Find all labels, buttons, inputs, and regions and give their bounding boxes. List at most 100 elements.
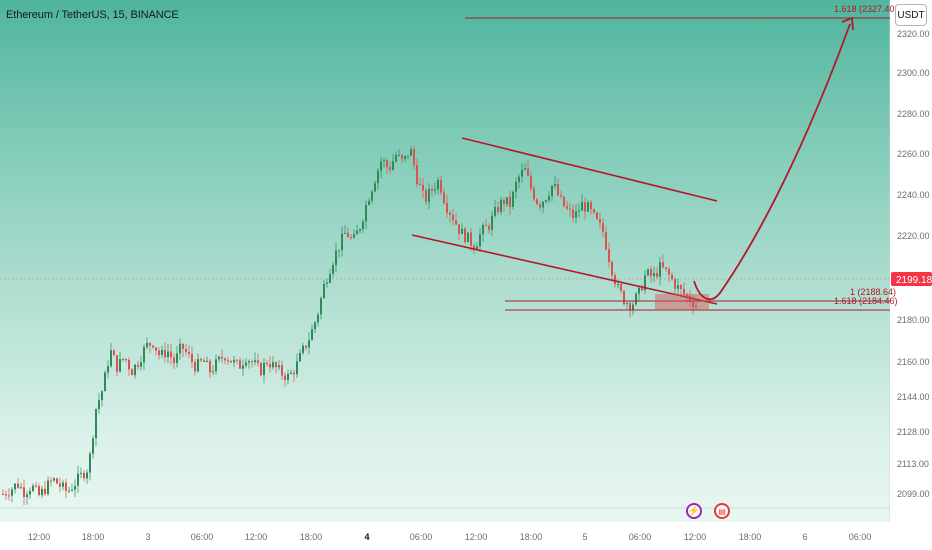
candle-body bbox=[590, 202, 592, 210]
candle-body bbox=[29, 490, 31, 495]
candle-body bbox=[485, 224, 487, 226]
candle-body bbox=[500, 199, 502, 213]
candle-body bbox=[476, 246, 478, 251]
candle-body bbox=[563, 196, 565, 207]
lightning-event-icon[interactable]: ⚡ bbox=[686, 503, 702, 519]
symbol-title[interactable]: Ethereum / TetherUS, 15, BINANCE bbox=[6, 9, 179, 21]
candle-body bbox=[293, 372, 295, 375]
candle-body bbox=[659, 262, 661, 277]
candle-body bbox=[566, 206, 568, 209]
time-axis[interactable]: 12:00 18:00 3 06:00 12:00 18:00 4 06:00 12:00 18:… bbox=[28, 532, 872, 542]
us-flag-event-icon[interactable]: ▤ bbox=[714, 503, 730, 519]
candle-body bbox=[632, 304, 634, 310]
candle-body bbox=[371, 191, 373, 201]
candle-body bbox=[446, 202, 448, 213]
price-tick-label: 2280.00 bbox=[897, 109, 930, 119]
candle-body bbox=[62, 482, 64, 487]
candle-body bbox=[434, 189, 436, 191]
candle-body bbox=[218, 356, 220, 360]
candle-body bbox=[302, 345, 304, 353]
price-tick-label: 2320.00 bbox=[897, 29, 930, 39]
candle-body bbox=[173, 357, 175, 364]
candle-body bbox=[251, 361, 253, 363]
candle-body bbox=[440, 179, 442, 193]
candle-body bbox=[107, 366, 109, 373]
candle-body bbox=[605, 231, 607, 250]
candle-body bbox=[506, 197, 508, 205]
candle-body bbox=[680, 285, 682, 289]
price-tick-label: 2113.00 bbox=[897, 459, 929, 469]
candle-body bbox=[125, 358, 127, 360]
candle-body bbox=[653, 272, 655, 277]
candle-body bbox=[185, 348, 187, 352]
candle-body bbox=[626, 303, 628, 305]
projection-curve[interactable] bbox=[693, 23, 851, 301]
candle-body bbox=[497, 207, 499, 213]
candle-body bbox=[536, 199, 538, 205]
candle-body bbox=[530, 175, 532, 189]
price-tick-label: 2144.00 bbox=[897, 392, 930, 402]
candle-body bbox=[290, 372, 292, 374]
candle-body bbox=[347, 232, 349, 238]
annotation-drawings[interactable] bbox=[411, 16, 890, 311]
channel-upper-line[interactable] bbox=[461, 137, 718, 202]
candle-body bbox=[8, 495, 10, 497]
candle-body bbox=[74, 485, 76, 490]
candle-body bbox=[140, 362, 142, 367]
candle-body bbox=[266, 362, 268, 365]
candle-body bbox=[692, 301, 694, 307]
candle-body bbox=[533, 188, 535, 200]
candle-body bbox=[257, 360, 259, 364]
candle-body bbox=[479, 234, 481, 247]
currency-button[interactable]: USDT bbox=[895, 4, 927, 26]
candle-body bbox=[614, 275, 616, 285]
candle-body bbox=[254, 360, 256, 363]
candle-body bbox=[377, 170, 379, 184]
candle-body bbox=[593, 209, 595, 213]
time-tick-label: 6 bbox=[802, 532, 807, 542]
candle-body bbox=[230, 360, 232, 363]
candle-body bbox=[422, 184, 424, 191]
candle-body bbox=[158, 350, 160, 355]
candle-body bbox=[473, 245, 475, 251]
candle-body bbox=[272, 362, 274, 368]
channel-lower-line[interactable] bbox=[411, 234, 718, 305]
candle-body bbox=[482, 224, 484, 235]
price-tick-label: 2240.00 bbox=[897, 190, 930, 200]
time-tick-label: 12:00 bbox=[465, 532, 488, 542]
candle-body bbox=[404, 155, 406, 159]
candle-body bbox=[503, 199, 505, 205]
fib-level-1-label: 1 (2188.64) bbox=[850, 287, 896, 297]
candle-body bbox=[284, 375, 286, 380]
candle-body bbox=[224, 358, 226, 361]
candle-body bbox=[86, 472, 88, 479]
candle-body bbox=[344, 232, 346, 234]
candle-body bbox=[470, 232, 472, 246]
candle-body bbox=[662, 262, 664, 268]
candle-body bbox=[164, 349, 166, 358]
candle-body bbox=[35, 485, 37, 487]
time-tick-label: 3 bbox=[145, 532, 150, 542]
candle-body bbox=[176, 353, 178, 364]
price-tick-label: 2220.00 bbox=[897, 231, 930, 241]
candle-body bbox=[524, 168, 526, 170]
candle-body bbox=[383, 160, 385, 162]
projection-arrowhead bbox=[841, 16, 854, 31]
current-price-value: 2199.18 bbox=[896, 275, 932, 286]
candle-body bbox=[437, 179, 439, 190]
candle-body bbox=[341, 233, 343, 251]
time-tick-label: 06:00 bbox=[849, 532, 872, 542]
price-axis[interactable]: 2320.00 2300.00 2280.00 2260.00 2240.00 2220.… bbox=[897, 29, 930, 499]
candle-body bbox=[368, 200, 370, 205]
candle-body bbox=[689, 295, 691, 302]
support-zone[interactable] bbox=[655, 294, 709, 310]
candle-body bbox=[200, 359, 202, 361]
price-tick-label: 2180.00 bbox=[897, 315, 930, 325]
candle-body bbox=[92, 438, 94, 454]
candle-body bbox=[515, 182, 517, 192]
candle-body bbox=[512, 191, 514, 207]
candle-body bbox=[644, 275, 646, 291]
time-tick-label: 12:00 bbox=[28, 532, 51, 542]
candle-body bbox=[119, 358, 121, 372]
